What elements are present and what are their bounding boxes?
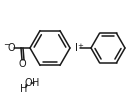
Text: H: H <box>32 78 40 88</box>
Text: H: H <box>20 84 28 94</box>
Text: I: I <box>75 43 78 53</box>
Text: O: O <box>24 78 32 88</box>
Text: O: O <box>7 43 15 53</box>
Text: O: O <box>18 59 26 69</box>
Text: −: − <box>4 40 11 49</box>
Text: +: + <box>77 43 83 49</box>
